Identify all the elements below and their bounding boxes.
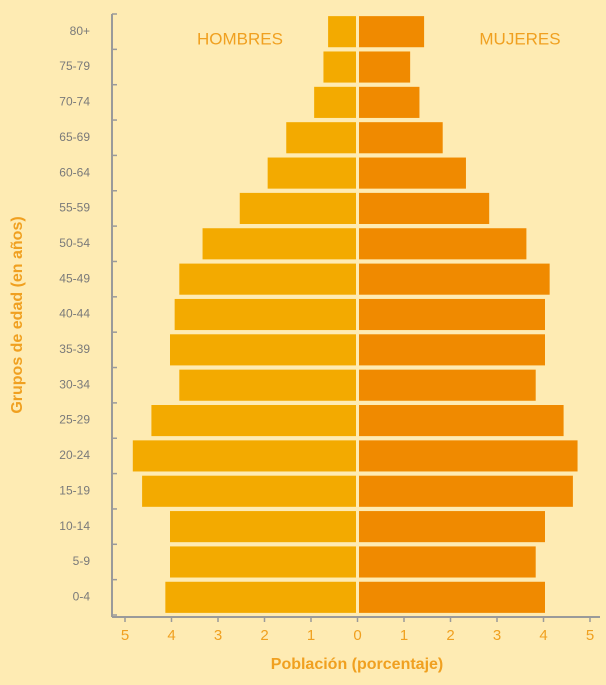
bar — [359, 546, 536, 578]
bar — [359, 157, 466, 189]
y-tick-label: 75-79 — [59, 59, 90, 73]
x-tick-label: 5 — [121, 627, 129, 644]
bar — [359, 263, 550, 295]
bar — [174, 298, 356, 331]
bar — [359, 369, 536, 401]
x-tick-label: 4 — [167, 627, 175, 644]
bar — [359, 334, 545, 366]
x-tick-label: 0 — [353, 627, 361, 644]
bar — [179, 369, 356, 401]
legend-label: MUJERES — [479, 29, 560, 48]
bar — [170, 546, 356, 578]
y-tick-label: 0-4 — [73, 589, 91, 603]
bar — [151, 405, 356, 437]
bar — [359, 122, 443, 154]
y-axis-title: Grupos de edad (en años) — [9, 216, 26, 413]
bar — [359, 405, 564, 437]
x-tick-label: 1 — [307, 627, 315, 644]
bar — [267, 157, 356, 189]
bar — [142, 475, 356, 507]
x-tick-label: 4 — [539, 627, 547, 644]
bar — [328, 16, 356, 48]
x-tick-label: 2 — [446, 627, 454, 644]
bar — [359, 475, 573, 507]
y-tick-label: 15-19 — [59, 483, 90, 497]
bar — [170, 511, 356, 543]
y-tick-label: 45-49 — [59, 271, 90, 285]
bar — [165, 581, 356, 613]
bar — [314, 86, 356, 118]
y-tick-label: 70-74 — [59, 95, 90, 109]
bar — [239, 192, 356, 224]
x-axis-title: Población (porcentaje) — [271, 656, 443, 673]
x-tick-label: 3 — [493, 627, 501, 644]
bar — [359, 228, 527, 260]
bar — [359, 16, 425, 48]
bar — [202, 228, 356, 260]
bar — [359, 298, 545, 331]
bar — [286, 122, 356, 154]
bar — [132, 440, 356, 472]
y-tick-label: 40-44 — [59, 307, 90, 321]
y-tick-label: 50-54 — [59, 236, 90, 250]
bar — [359, 51, 411, 83]
y-tick-label: 55-59 — [59, 201, 90, 215]
y-tick-label: 10-14 — [59, 519, 90, 533]
y-tick-label: 60-64 — [59, 165, 90, 179]
y-tick-label: 35-39 — [59, 342, 90, 356]
bar — [359, 581, 545, 613]
x-tick-label: 3 — [214, 627, 222, 644]
x-tick-label: 1 — [400, 627, 408, 644]
bar — [179, 263, 356, 295]
legend-label: HOMBRES — [197, 29, 283, 48]
y-tick-label: 25-29 — [59, 413, 90, 427]
y-tick-label: 65-69 — [59, 130, 90, 144]
bar — [359, 440, 578, 472]
y-tick-label: 30-34 — [59, 377, 90, 391]
bar — [359, 86, 420, 118]
x-tick-label: 5 — [586, 627, 594, 644]
y-tick-label: 80+ — [70, 24, 90, 38]
bar — [359, 192, 490, 224]
bar — [170, 334, 356, 366]
y-tick-label: 5-9 — [73, 554, 91, 568]
bar — [323, 51, 356, 83]
x-tick-label: 2 — [260, 627, 268, 644]
y-tick-label: 20-24 — [59, 448, 90, 462]
bar — [359, 511, 545, 543]
